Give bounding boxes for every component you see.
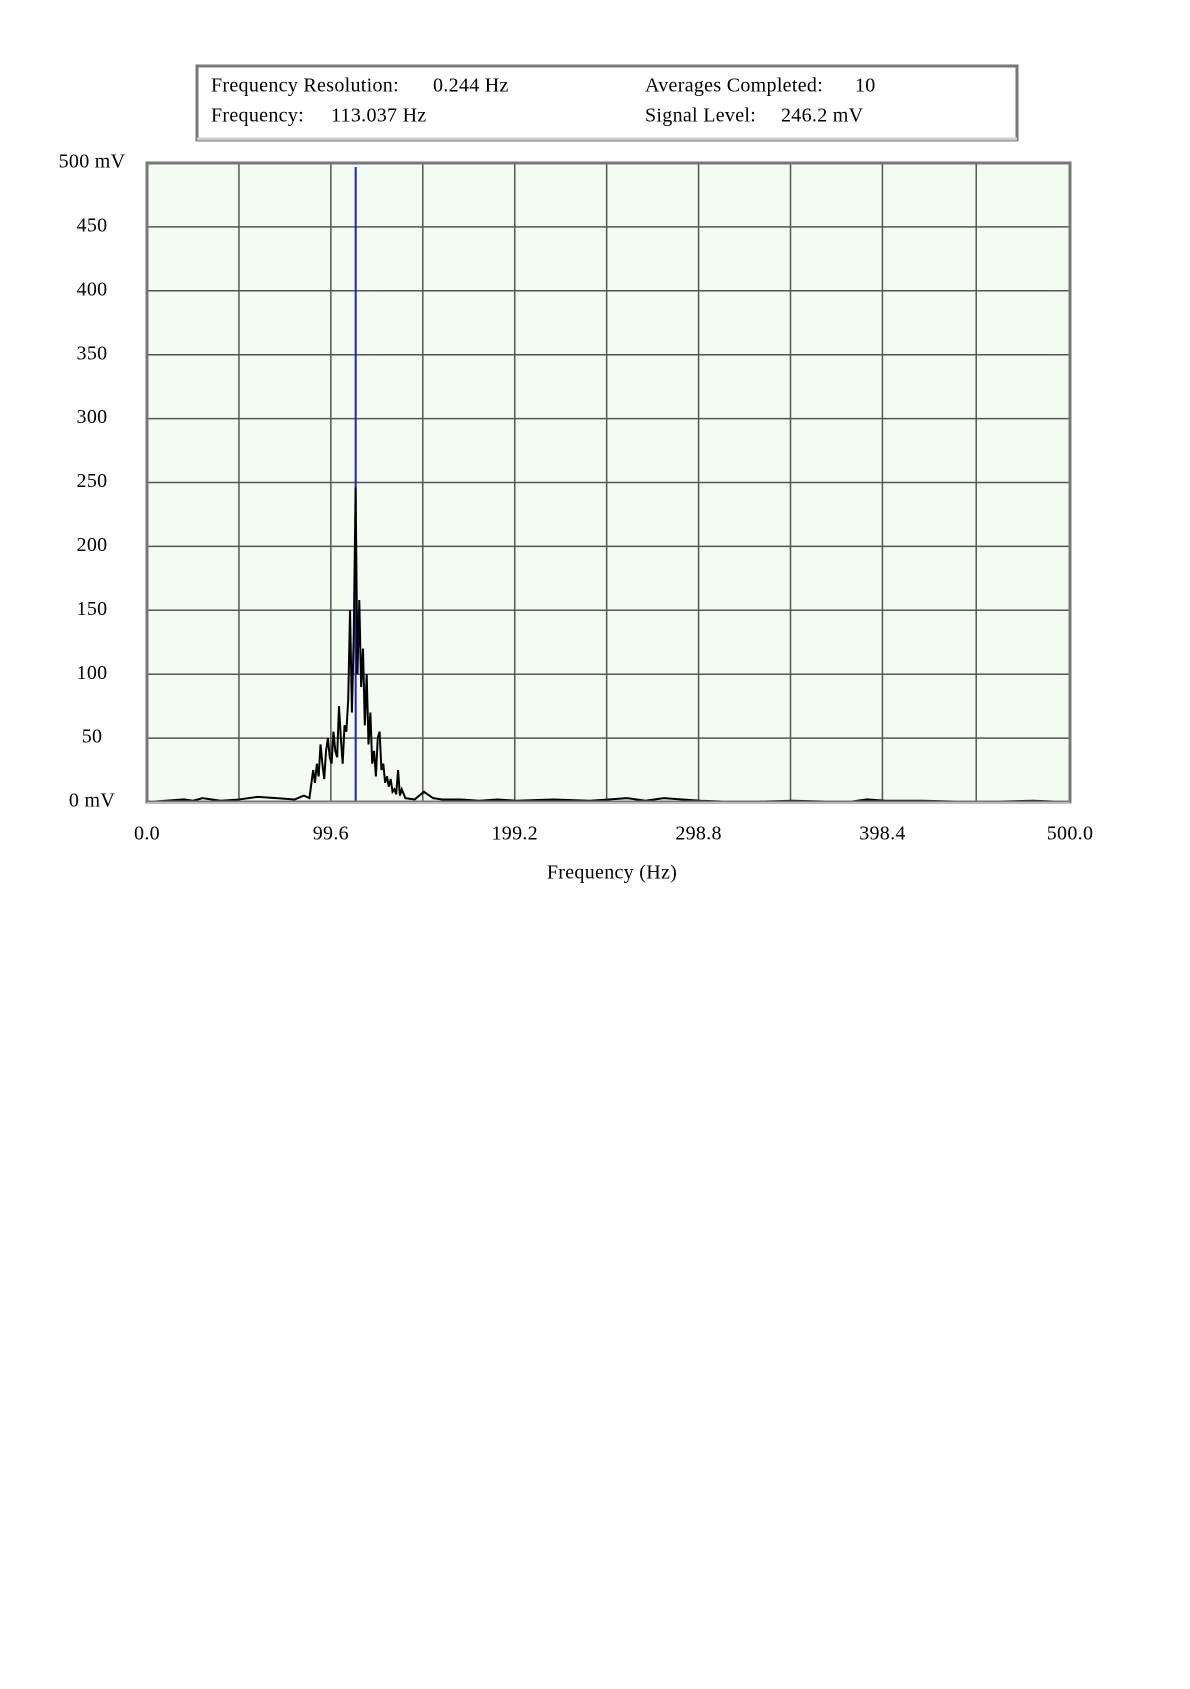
y-tick-label: 50	[82, 726, 103, 748]
info-value: 246.2 mV	[781, 105, 864, 127]
y-tick-label: 300	[77, 406, 108, 428]
y-tick-label: 150	[77, 598, 108, 620]
info-value: 113.037 Hz	[331, 105, 427, 127]
x-tick-label: 398.4	[859, 823, 906, 845]
info-box	[195, 64, 1019, 142]
x-axis-title: Frequency (Hz)	[547, 862, 677, 884]
y-tick-label: 450	[77, 214, 108, 236]
info-value: 0.244 Hz	[433, 75, 509, 97]
y-tick-label: 0 mV	[69, 790, 115, 812]
y-tick-label: 350	[77, 342, 108, 364]
x-tick-label: 199.2	[491, 823, 538, 845]
info-label: Averages Completed:	[645, 75, 823, 97]
info-label: Frequency Resolution:	[211, 75, 399, 97]
x-tick-label: 0.0	[134, 823, 160, 845]
y-tick-label: 100	[77, 662, 108, 684]
y-tick-label: 200	[77, 534, 108, 556]
info-label: Frequency:	[211, 105, 304, 127]
info-label: Signal Level:	[645, 105, 756, 127]
y-tick-label: 250	[77, 470, 108, 492]
spectrum-line	[146, 487, 1071, 804]
x-tick-label: 99.6	[313, 823, 349, 845]
x-tick-label: 500.0	[1047, 823, 1094, 845]
x-tick-label: 298.8	[675, 823, 722, 845]
y-tick-label: 500 mV	[59, 151, 126, 173]
info-value: 10	[855, 75, 876, 97]
y-tick-label: 400	[77, 278, 108, 300]
